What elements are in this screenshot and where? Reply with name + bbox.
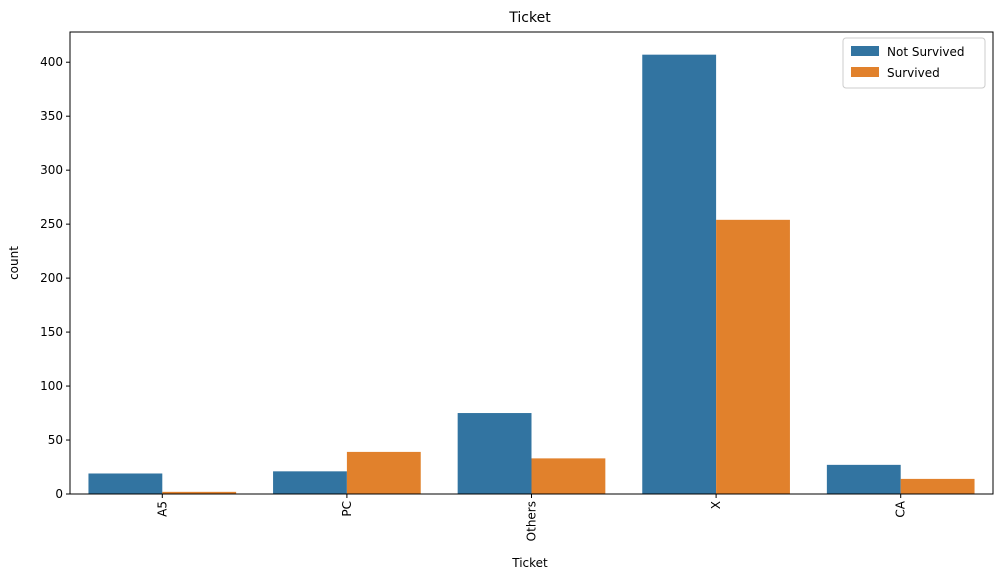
bar-a5-survived [162, 491, 237, 494]
plot-area: 0 50 100 150 200 250 300 350 400 A5 PC Others X CA [40, 31, 994, 541]
bar-a5-not-survived [88, 473, 163, 494]
y-axis-title: count [7, 246, 21, 280]
chart-title: Ticket [508, 10, 551, 26]
y-tick-label: 400 [40, 55, 63, 69]
x-axis: A5 PC Others X CA [155, 494, 908, 541]
y-tick-label: 50 [48, 433, 63, 447]
legend: Not Survived Survived [842, 37, 986, 89]
x-tick-label: A5 [155, 501, 169, 517]
bar-others-survived [531, 458, 606, 494]
x-tick-label: CA [894, 500, 908, 517]
plot-frame [69, 31, 994, 495]
bar-x-not-survived [642, 54, 717, 495]
y-tick-label: 100 [40, 379, 63, 393]
y-tick-label: 200 [40, 271, 63, 285]
legend-label: Survived [887, 66, 940, 80]
y-axis: 0 50 100 150 200 250 300 350 400 [40, 55, 70, 501]
bar-ca-survived [900, 478, 975, 494]
y-tick-label: 300 [40, 163, 63, 177]
x-tick-label: PC [340, 501, 354, 517]
legend-swatch [851, 67, 879, 77]
bars-group [88, 54, 975, 495]
x-tick-label: Others [525, 501, 539, 541]
bar-pc-survived [346, 451, 421, 494]
y-tick-label: 250 [40, 217, 63, 231]
bar-ca-not-survived [826, 464, 901, 494]
y-tick-label: 350 [40, 109, 63, 123]
legend-swatch [851, 46, 879, 56]
bar-pc-not-survived [273, 471, 347, 494]
legend-label: Not Survived [887, 45, 965, 59]
bar-x-survived [716, 219, 790, 494]
bar-others-not-survived [457, 413, 532, 494]
y-tick-label: 0 [55, 487, 63, 501]
x-tick-label: X [709, 501, 723, 509]
x-axis-title: Ticket [511, 556, 548, 570]
y-tick-label: 150 [40, 325, 63, 339]
